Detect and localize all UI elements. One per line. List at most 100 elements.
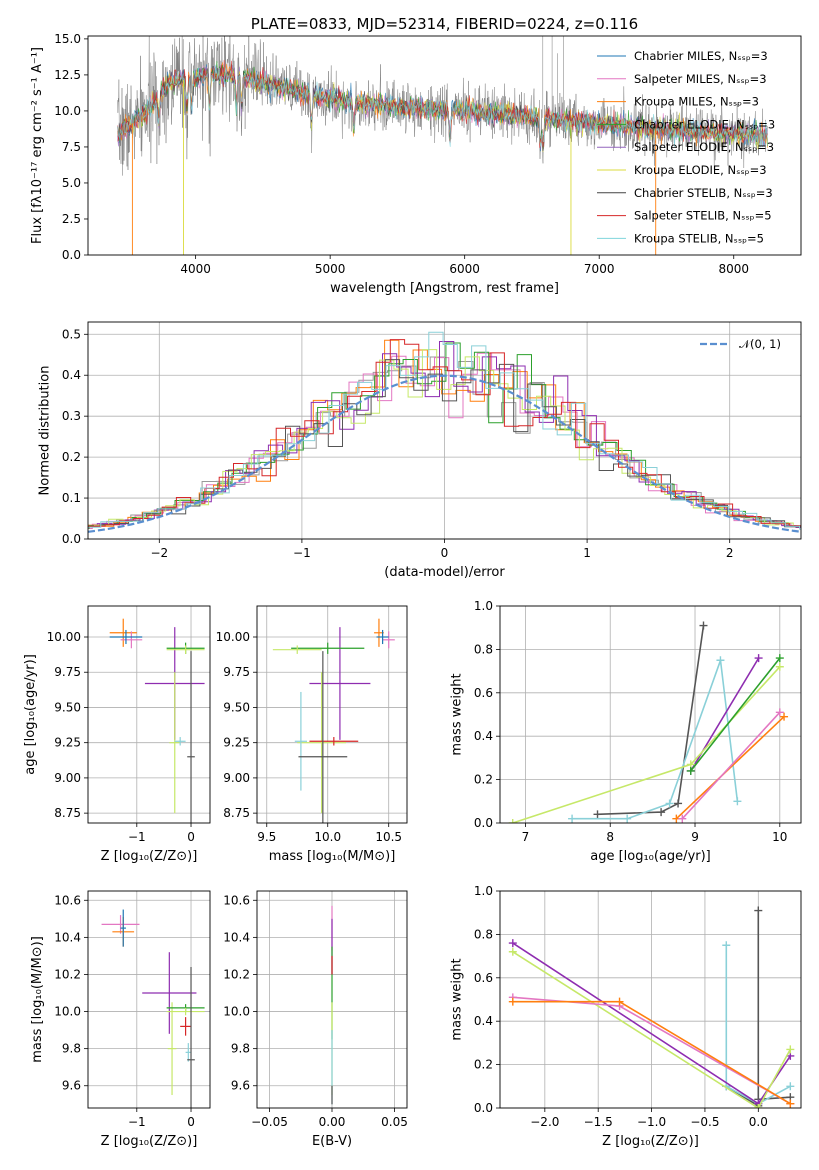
histogram-step-line: [88, 349, 801, 528]
weight-marker: [722, 941, 731, 950]
grid-lines: [257, 606, 407, 823]
histogram-step-line: [88, 331, 801, 530]
tick-group: −1 0 8.75 9.00 9.25 9.50 9.75 10.00: [47, 630, 195, 844]
y-tick-label: 0.2: [62, 450, 81, 464]
x-tick-label: −1.5: [584, 1115, 613, 1129]
tick-group: 4000 5000 6000 7000 8000 0.0 2.5 5.0 7.5 10.0 12.5…: [54, 32, 749, 276]
y-tick-label: 9.75: [54, 665, 81, 679]
weight-line: [675, 716, 785, 820]
legend-label: Chabrier ELODIE, Nₛₛₚ=3: [634, 117, 775, 131]
y-tick-label: 10.6: [54, 893, 81, 907]
y-tick-label: 9.8: [231, 1042, 250, 1056]
massweight-vs-metallicity-panel: −2.0 −1.5 −1.0 −0.5 0.0 0.0 0.2 0.4 0.6 0.8 1.0 Z […: [449, 884, 802, 1149]
x-tick-label: 9: [691, 830, 699, 844]
x-tick-label: −0.05: [251, 1115, 288, 1129]
y-axis-label: age [log₁₀(age/yr)]: [23, 654, 38, 775]
weight-marker: [508, 939, 517, 948]
y-tick-label: 0.1: [62, 491, 81, 505]
weight-series: [686, 654, 784, 775]
mass-vs-ebv-panel: −0.05 0.00 0.05 9.6 9.8 10.0 10.2 10.4 10.6 E(B-V…: [223, 890, 408, 1149]
weight-marker: [786, 1045, 795, 1054]
x-axis-label: (data-model)/error: [384, 565, 505, 580]
legend: 𝒩(0, 1): [700, 337, 781, 351]
x-tick-label: 0: [187, 830, 195, 844]
tick-group: −0.05 0.00 0.05 9.6 9.8 10.0 10.2 10.4 10.6: [223, 893, 408, 1129]
y-tick-label: 0.4: [474, 729, 493, 743]
y-tick-label: 0.2: [474, 773, 493, 787]
legend-label: Kroupa MILES, Nₛₛₚ=3: [634, 95, 759, 109]
x-tick-label: 8: [606, 830, 614, 844]
model-fit-line: [117, 65, 768, 152]
errorbar-point: [376, 629, 389, 645]
weight-marker: [716, 656, 725, 665]
y-tick-label: 9.50: [54, 700, 81, 714]
weight-line: [597, 625, 705, 816]
weight-marker: [665, 799, 674, 808]
y-tick-label: 0.0: [474, 816, 493, 830]
weight-marker: [686, 766, 695, 775]
x-tick-label: −1.0: [637, 1115, 666, 1129]
x-tick-label: 0: [187, 1115, 195, 1129]
weight-marker: [733, 797, 742, 806]
y-tick-label: 10.2: [54, 967, 81, 981]
y-tick-label: 0.3: [62, 409, 81, 423]
massweight-vs-age-panel: 7 8 9 10 0.0 0.2 0.4 0.6 0.8 1.0 age [log₁₀(age/yr…: [449, 599, 802, 864]
y-tick-label: 10.6: [223, 893, 250, 907]
x-tick-label: 0.00: [319, 1115, 346, 1129]
weight-marker: [508, 819, 517, 823]
weight-marker: [615, 997, 624, 1006]
y-tick-label: 10.4: [54, 930, 81, 944]
x-tick-label: 9.5: [257, 830, 276, 844]
x-tick-label: −1: [128, 830, 146, 844]
y-tick-label: 1.0: [474, 884, 493, 898]
y-axis-label: Flux [fλ10⁻¹⁷ erg cm⁻² s⁻¹ A⁻¹]: [30, 47, 45, 244]
y-axis-label: mass weight: [449, 673, 464, 755]
x-tick-label: 10: [772, 830, 787, 844]
axes-frame: [256, 605, 408, 824]
weight-marker: [775, 708, 784, 717]
axes-frame: [87, 35, 802, 256]
x-tick-label: 7000: [584, 262, 615, 276]
x-tick-label: −2: [150, 546, 168, 560]
y-tick-label: 0.6: [474, 686, 493, 700]
legend-label: Salpeter MILES, Nₛₛₚ=3: [634, 72, 767, 86]
tick-group: 9.5 10.0 10.5 8.75 9.00 9.25 9.50 9.75 10.00: [216, 630, 402, 844]
errorbar-point: [187, 651, 195, 823]
axes-frame: [87, 890, 211, 1109]
errorbar-point: [109, 618, 137, 647]
legend-label: Salpeter STELIB, Nₛₛₚ=5: [634, 209, 772, 223]
legend: Chabrier MILES, Nₛₛₚ=3 Salpeter MILES, Nₛ…: [597, 49, 775, 245]
errorbar-point: [142, 952, 197, 1034]
y-tick-label: 0.4: [62, 368, 81, 382]
mass-vs-metallicity-panel: −1 0 9.6 9.8 10.0 10.2 10.4 10.6 Z [log₁₀(Z/Z⊙)]…: [30, 890, 211, 1149]
plot-area: [101, 909, 205, 1108]
weight-series: [508, 662, 784, 823]
weight-marker: [775, 654, 784, 663]
y-tick-label: 9.00: [223, 771, 250, 785]
x-tick-label: 2: [726, 546, 734, 560]
weight-marker: [568, 814, 577, 823]
weight-marker: [754, 906, 763, 915]
errorbar-point: [166, 645, 205, 654]
weight-marker: [508, 997, 517, 1006]
weight-marker: [699, 621, 708, 630]
errorbar-point: [174, 737, 186, 746]
x-tick-label: 6000: [449, 262, 480, 276]
plot-area: [508, 906, 795, 1108]
x-axis-label: mass [log₁₀(M/M⊙)]: [269, 849, 396, 864]
x-tick-label: 10.0: [314, 830, 341, 844]
x-tick-label: 0: [441, 546, 449, 560]
errorbar-point: [187, 967, 195, 1108]
plot-area: [272, 618, 395, 823]
errorbar-point: [297, 672, 347, 814]
axes-frame: [87, 605, 211, 824]
tick-group: −1 0 9.6 9.8 10.0 10.2 10.4 10.6: [54, 893, 195, 1129]
y-tick-label: 0.0: [474, 1101, 493, 1115]
legend-label: Chabrier MILES, Nₛₛₚ=3: [634, 49, 768, 63]
weight-marker: [674, 799, 683, 808]
y-tick-label: 5.0: [62, 176, 81, 190]
errorbar-point: [109, 629, 143, 645]
x-axis-label: E(B-V): [312, 1134, 352, 1149]
weight-marker: [775, 662, 784, 671]
